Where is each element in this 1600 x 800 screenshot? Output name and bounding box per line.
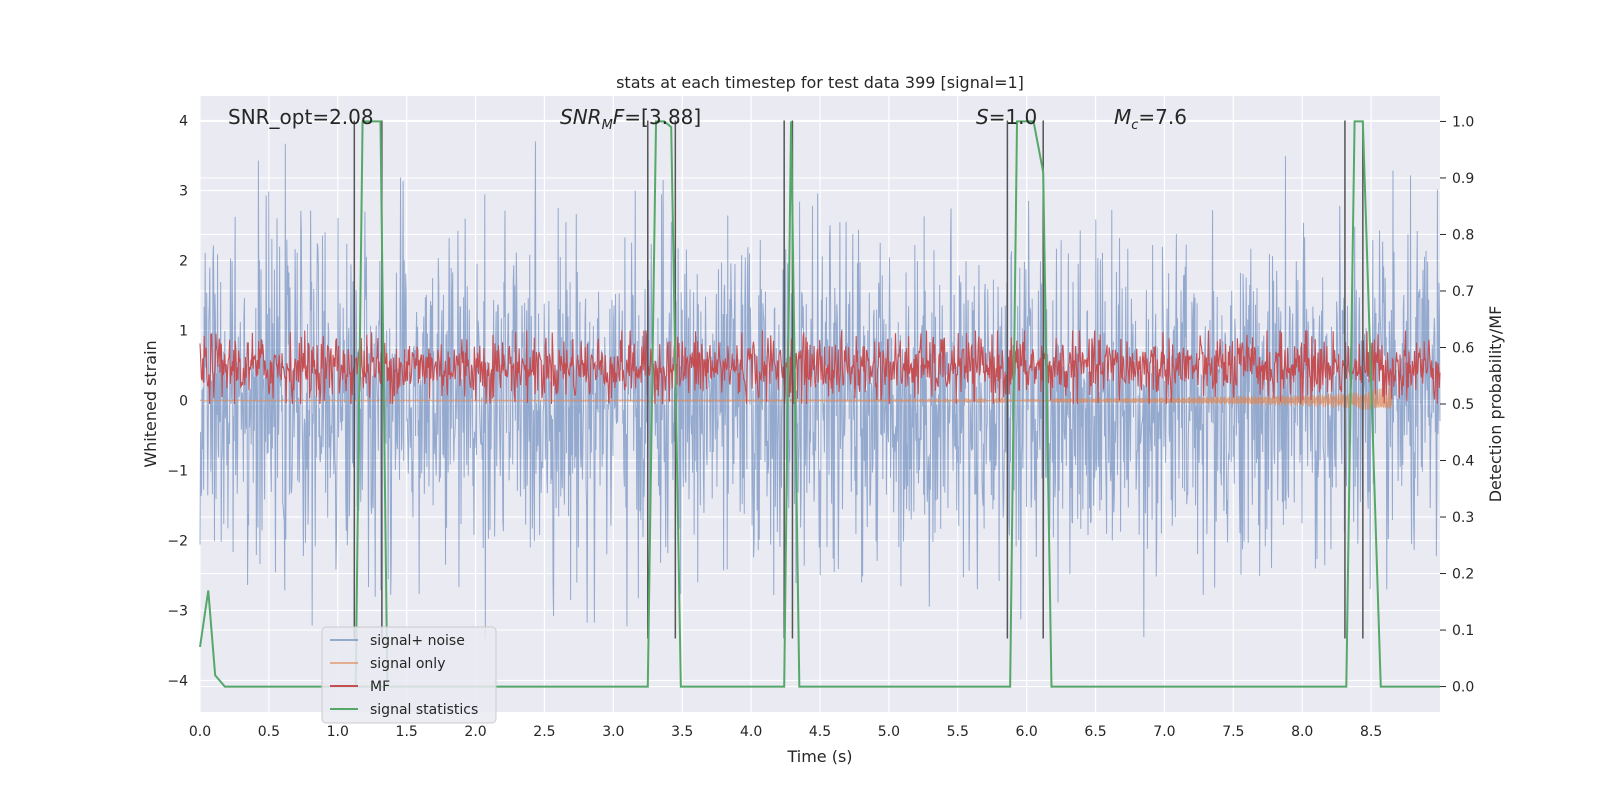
x-tick-label-10: 5.0 bbox=[878, 724, 900, 740]
y-right-tick-label-4: 0.6 bbox=[1452, 340, 1474, 356]
y-axis-right-label: Detection probability/MF bbox=[1486, 306, 1505, 503]
x-axis-ticks: 0.0 0.5 1.0 1.5 2.0 2.5 3.0 3.5 4.0 4.5 5.0 5.5 6.0 6… bbox=[189, 724, 1382, 740]
legend-label-signal-noise: signal+ noise bbox=[370, 633, 465, 649]
x-tick-label-3: 1.5 bbox=[396, 724, 418, 740]
mf-line bbox=[199, 330, 1441, 405]
y-tick-label-8: −4 bbox=[167, 674, 188, 690]
x-tick-label-15: 7.5 bbox=[1222, 724, 1244, 740]
x-tick-label-9: 4.5 bbox=[809, 724, 831, 740]
x-tick-label-16: 8.0 bbox=[1291, 724, 1313, 740]
y-tick-label-0: 4 bbox=[179, 114, 188, 130]
legend-label-signal-statistics: signal statistics bbox=[370, 702, 478, 718]
x-tick-label-8: 4.0 bbox=[740, 724, 762, 740]
x-tick-label-12: 6.0 bbox=[1016, 724, 1038, 740]
y-right-tick-label-10: 0.0 bbox=[1452, 680, 1474, 696]
y-right-tick-label-0: 1.0 bbox=[1452, 114, 1474, 130]
y-tick-label-1: 3 bbox=[179, 184, 188, 200]
x-tick-label-13: 6.5 bbox=[1084, 724, 1106, 740]
y-tick-label-3: 1 bbox=[179, 324, 188, 340]
legend-frame bbox=[321, 626, 497, 724]
x-tick-label-2: 1.0 bbox=[327, 724, 349, 740]
x-tick-label-5: 2.5 bbox=[533, 724, 555, 740]
chart-title: stats at each timestep for test data 399… bbox=[616, 73, 1024, 92]
x-tick-label-0: 0.0 bbox=[189, 724, 211, 740]
mf-series bbox=[199, 330, 1441, 405]
x-tick-label-11: 5.5 bbox=[947, 724, 969, 740]
x-tick-label-14: 7.0 bbox=[1153, 724, 1175, 740]
y-tick-label-5: −1 bbox=[167, 464, 188, 480]
x-tick-label-17: 8.5 bbox=[1360, 724, 1382, 740]
x-tick-label-6: 3.0 bbox=[602, 724, 624, 740]
y-axis-right-ticks: 1.0 0.9 0.8 0.7 0.6 0.5 0.4 0.3 0.2 0.1 0.0 bbox=[1440, 114, 1474, 696]
legend-label-mf: MF bbox=[370, 679, 390, 695]
y-axis-ticks: 4 3 2 1 0 −1 −2 −3 −4 bbox=[167, 114, 188, 690]
legend-label-signal-only: signal only bbox=[370, 656, 445, 672]
y-right-tick-label-5: 0.5 bbox=[1452, 397, 1474, 413]
x-tick-label-1: 0.5 bbox=[258, 724, 280, 740]
y-right-tick-label-6: 0.4 bbox=[1452, 454, 1474, 470]
y-tick-label-7: −3 bbox=[167, 604, 188, 620]
y-right-tick-label-1: 0.9 bbox=[1452, 171, 1474, 187]
signal-statistics-line-segment bbox=[354, 120, 389, 687]
y-right-tick-label-9: 0.1 bbox=[1452, 623, 1474, 639]
y-right-tick-label-8: 0.2 bbox=[1452, 567, 1474, 583]
y-tick-label-4: 0 bbox=[179, 394, 188, 410]
y-tick-label-2: 2 bbox=[179, 254, 188, 270]
annotation-snr-mf: SNRMF=[3.88] bbox=[560, 105, 701, 133]
y-right-tick-label-7: 0.3 bbox=[1452, 510, 1474, 526]
x-tick-label-7: 3.5 bbox=[671, 724, 693, 740]
x-tick-label-4: 2.0 bbox=[464, 724, 486, 740]
y-axis-label: Whitened strain bbox=[141, 340, 160, 467]
annotation-s: S=1.0 bbox=[976, 105, 1037, 129]
x-axis-label: Time (s) bbox=[786, 747, 852, 766]
annotation-snr-opt: SNR_opt=2.08 bbox=[228, 105, 374, 129]
annotation-mc: Mc=7.6 bbox=[1114, 105, 1187, 133]
legend: signal+ noise signal only MF signal stat… bbox=[321, 626, 497, 724]
y-right-tick-label-3: 0.7 bbox=[1452, 284, 1474, 300]
y-right-tick-label-2: 0.8 bbox=[1452, 227, 1474, 243]
y-tick-label-6: −2 bbox=[167, 534, 188, 550]
